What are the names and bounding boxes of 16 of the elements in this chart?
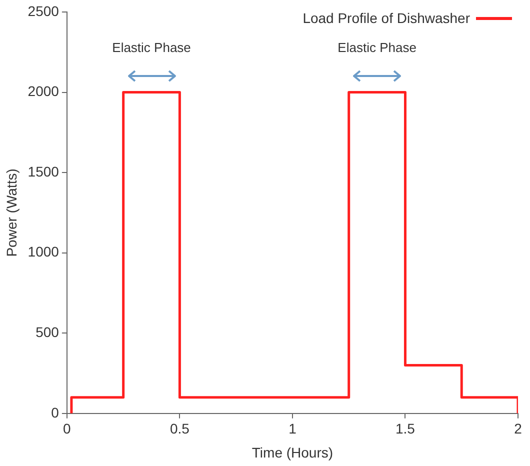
legend-label: Load Profile of Dishwasher [302, 10, 470, 26]
y-tick-label: 500 [36, 324, 60, 340]
y-tick-label: 0 [51, 404, 60, 420]
y-axis-title: Power (Watts) [3, 168, 20, 257]
y-tick-label: 2000 [28, 83, 60, 100]
y-tick-label: 1500 [28, 163, 60, 180]
annotation: Elastic Phase [112, 40, 191, 55]
y-tick-label: 1000 [28, 244, 60, 260]
x-tick-label: 1 [288, 420, 297, 437]
y-tick-label: 2500 [28, 2, 60, 19]
annotation: Elastic Phase [338, 40, 416, 55]
x-tick-label: 2 [514, 420, 522, 437]
x-tick-label: 0 [63, 420, 72, 437]
x-axis-title: Time (Hours) [252, 444, 334, 460]
x-tick-label: 1.5 [396, 420, 416, 437]
x-tick-label: 0.5 [170, 420, 190, 437]
